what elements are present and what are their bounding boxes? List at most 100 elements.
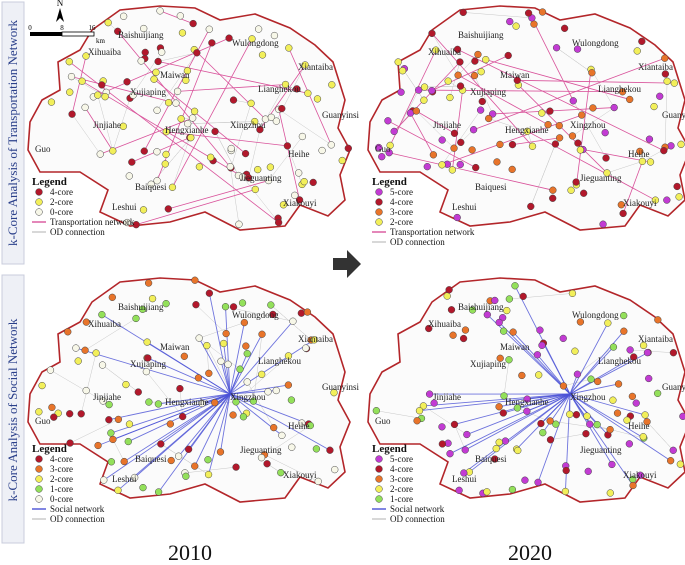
place-name: Xiantaiba xyxy=(298,334,333,344)
network-link xyxy=(569,346,614,395)
node xyxy=(205,289,214,297)
node xyxy=(267,301,275,309)
od-connection xyxy=(97,95,114,151)
node xyxy=(184,120,192,128)
node xyxy=(81,346,89,354)
node xyxy=(241,149,250,158)
node xyxy=(602,154,610,162)
place-name: Xihuaiba xyxy=(428,319,461,329)
node xyxy=(227,144,235,153)
node xyxy=(626,95,634,104)
node xyxy=(189,114,197,122)
network-link xyxy=(576,69,592,185)
place-name: Guo xyxy=(375,144,391,154)
network-link xyxy=(537,393,571,483)
node xyxy=(617,201,625,209)
place-name: Jinjiahe xyxy=(433,392,461,402)
od-connection xyxy=(158,52,197,62)
legend-title: Legend xyxy=(32,176,67,188)
node xyxy=(606,489,614,497)
legend-label: 3-core xyxy=(390,474,413,484)
node xyxy=(35,408,43,416)
od-connection xyxy=(488,118,528,132)
network-link xyxy=(451,90,463,170)
place-name: Maiwan xyxy=(160,70,190,80)
place-name: Xihuaiba xyxy=(428,47,461,57)
legend-swatch xyxy=(375,475,383,483)
network-link xyxy=(188,393,231,450)
node xyxy=(620,327,628,335)
node xyxy=(94,441,102,450)
legend-label: 4-core xyxy=(390,464,413,474)
legend-label: 1-core xyxy=(50,484,73,494)
od-connection xyxy=(474,75,493,115)
node xyxy=(176,384,184,393)
network-link xyxy=(229,320,294,395)
node xyxy=(243,378,251,386)
node xyxy=(568,132,577,140)
node xyxy=(639,341,648,350)
network-link xyxy=(166,131,288,147)
legend-swatch xyxy=(35,198,43,206)
node xyxy=(454,71,462,79)
node xyxy=(555,122,563,130)
node xyxy=(471,57,479,65)
node xyxy=(224,360,232,368)
node xyxy=(204,456,212,464)
node xyxy=(505,295,514,303)
node xyxy=(119,122,127,130)
node xyxy=(123,78,131,86)
od-connection xyxy=(376,410,422,419)
od-connection xyxy=(441,109,481,165)
network-link xyxy=(194,393,231,467)
network-link xyxy=(423,393,571,407)
node xyxy=(536,326,544,334)
legend-label: 4-core xyxy=(50,454,73,464)
node xyxy=(101,93,109,101)
node xyxy=(204,470,213,479)
node xyxy=(491,455,499,463)
side-panel xyxy=(1,1,25,265)
node xyxy=(300,178,308,186)
node xyxy=(438,440,447,448)
node xyxy=(190,107,199,115)
node xyxy=(312,445,321,453)
node xyxy=(623,416,631,424)
network-link xyxy=(71,76,177,104)
node xyxy=(189,19,197,28)
node xyxy=(195,334,203,342)
node xyxy=(164,205,172,213)
network-link xyxy=(569,393,613,465)
od-connection xyxy=(84,318,137,351)
node xyxy=(495,318,503,327)
node xyxy=(46,366,55,374)
place-name: Maiwan xyxy=(500,342,530,352)
node xyxy=(124,437,132,446)
network-link xyxy=(569,330,625,395)
node xyxy=(174,452,183,460)
place-name: Jinjiahe xyxy=(433,120,461,130)
node xyxy=(489,110,497,118)
od-connection xyxy=(646,421,674,451)
network-link xyxy=(622,161,643,214)
node xyxy=(229,303,238,311)
place-name: Baishuijiang xyxy=(458,30,504,40)
map-panel: Baishuijiang Xihuaiba Wulongdong Maiwan Xian… xyxy=(27,276,359,524)
node xyxy=(533,351,542,359)
node xyxy=(98,311,106,319)
node xyxy=(109,147,117,155)
legend-swatch xyxy=(35,208,43,216)
node xyxy=(176,12,184,20)
node xyxy=(425,390,434,398)
node xyxy=(429,151,438,159)
network-link xyxy=(84,107,114,152)
node xyxy=(192,301,200,309)
node xyxy=(66,410,74,418)
node xyxy=(632,399,640,407)
node xyxy=(372,407,380,415)
node xyxy=(108,293,116,301)
node xyxy=(491,296,499,305)
node xyxy=(679,412,685,420)
node xyxy=(423,163,431,171)
node xyxy=(239,413,248,421)
